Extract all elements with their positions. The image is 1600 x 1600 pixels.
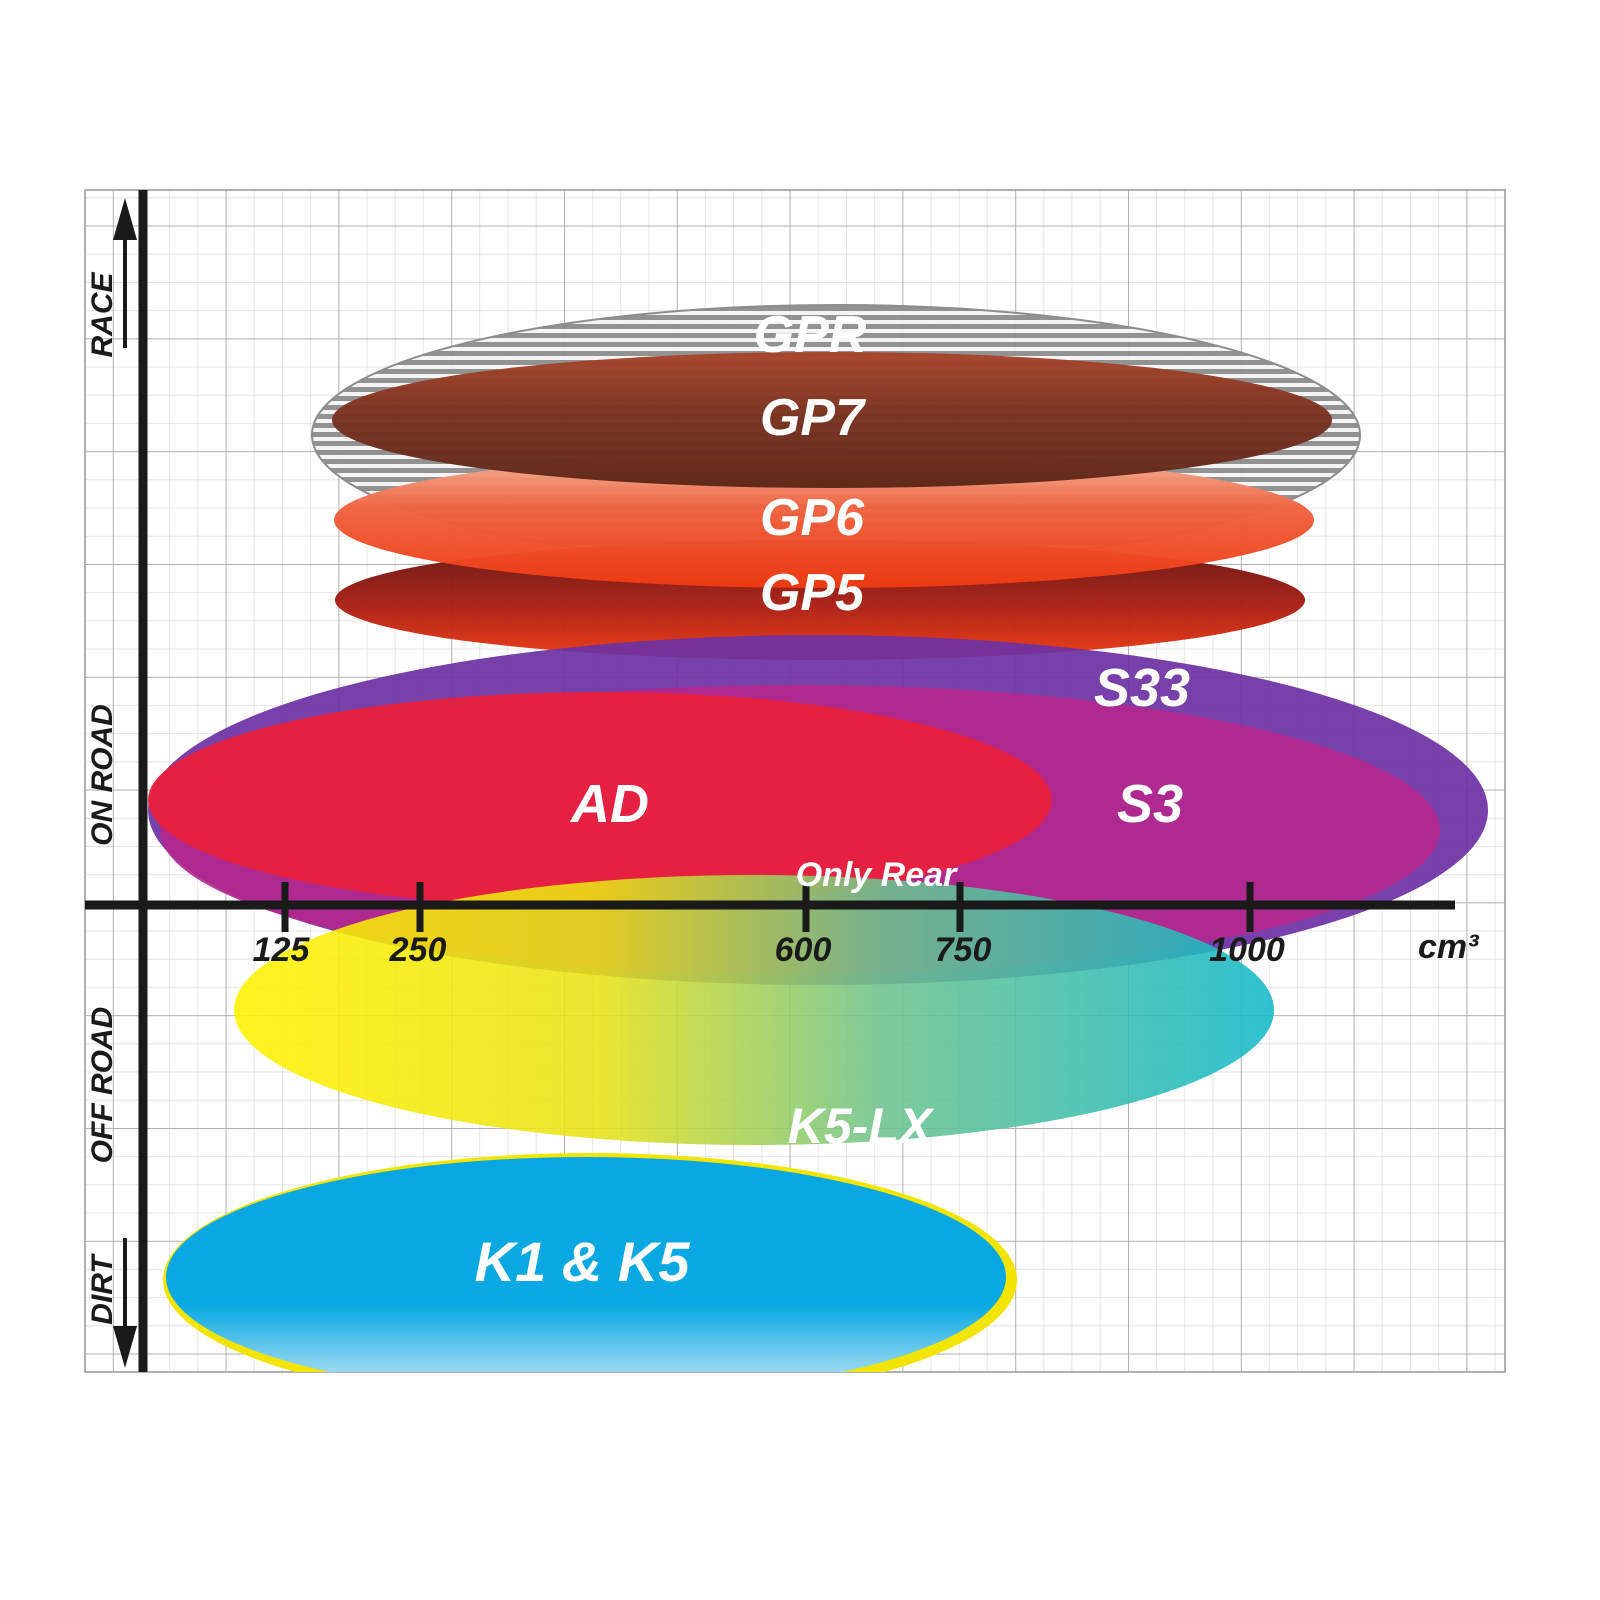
region-k1-k5[interactable]: [163, 1153, 1017, 1407]
label-s3: S3: [1117, 774, 1183, 834]
axes: [85, 190, 1455, 1372]
x-axis-ticks: [281, 882, 1254, 932]
region-gp7[interactable]: [332, 352, 1332, 488]
y-label-race: RACE: [86, 272, 119, 358]
region-gp6[interactable]: [334, 452, 1314, 588]
y-label-dirt: DIRT: [86, 1253, 119, 1325]
label-k1-k5: K1 & K5: [475, 1230, 691, 1293]
label-k5lx: K5-LX: [788, 1098, 935, 1154]
label-gp5: GP5: [760, 564, 865, 622]
x-tick-125: 125: [253, 931, 311, 969]
label-only-rear: Only Rear: [796, 856, 958, 894]
region-labels: GPR GP7 GP6 GP5 S33 S3 AD Only Rear K5-L…: [475, 306, 1190, 1293]
x-tick-600: 600: [775, 931, 832, 969]
x-tick-750: 750: [935, 931, 992, 969]
label-ad: AD: [569, 774, 649, 834]
region-ad[interactable]: [148, 692, 1052, 908]
race-arrow-up-icon: [113, 198, 137, 348]
x-tick-250: 250: [389, 931, 447, 969]
bubble-regions: [148, 304, 1488, 1407]
region-k5lx[interactable]: [234, 875, 1274, 1145]
y-label-off-road: OFF ROAD: [86, 1007, 119, 1164]
x-axis-tick-labels: 125 250 600 750 1000: [253, 931, 1285, 969]
dirt-arrow-down-icon: [113, 1238, 137, 1368]
x-axis-unit-label: cm³: [1418, 928, 1480, 966]
y-axis-category-labels: RACE ON ROAD OFF ROAD DIRT: [86, 272, 119, 1325]
label-gp7: GP7: [760, 389, 866, 447]
x-tick-1000: 1000: [1209, 931, 1285, 969]
y-label-on-road: ON ROAD: [86, 704, 119, 846]
label-gpr: GPR: [754, 306, 867, 364]
label-gp6: GP6: [760, 489, 865, 547]
label-s33: S33: [1094, 658, 1190, 718]
